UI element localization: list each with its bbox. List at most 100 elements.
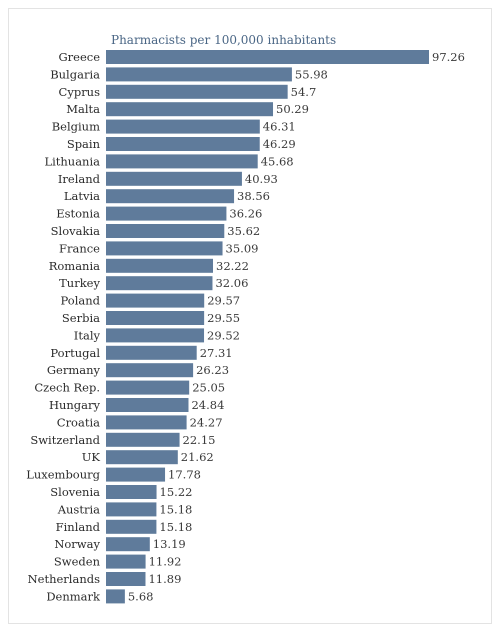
value-label: 45.68	[261, 154, 294, 168]
category-label: France	[59, 241, 100, 255]
category-label: Norway	[54, 537, 100, 551]
value-label: 38.56	[237, 189, 270, 203]
bar	[106, 345, 197, 360]
value-label: 21.62	[181, 450, 214, 464]
bar	[106, 241, 223, 256]
value-label: 50.29	[276, 102, 309, 116]
bar	[106, 537, 150, 552]
value-label: 36.26	[229, 207, 262, 221]
value-label: 22.15	[183, 433, 216, 447]
value-label: 40.93	[245, 172, 278, 186]
bar	[106, 171, 242, 186]
bar	[106, 485, 157, 499]
category-label: Slovenia	[50, 485, 100, 499]
category-label: Sweden	[54, 555, 101, 569]
value-label: 54.7	[291, 85, 317, 99]
bar	[106, 572, 146, 586]
value-label: 25.05	[192, 381, 225, 395]
category-label: Netherlands	[28, 572, 101, 586]
category-label: Romania	[49, 259, 100, 273]
category-label: Lithuania	[44, 154, 100, 168]
value-label: 29.55	[207, 311, 240, 325]
category-label: UK	[82, 450, 101, 464]
bars-group: Greece 97.26 Bulgaria 55.98 Cyprus 54.7 Malta 5…	[26, 50, 465, 604]
bar	[106, 67, 292, 82]
bar	[106, 363, 194, 378]
category-label: Estonia	[56, 207, 100, 221]
category-label: Slovakia	[51, 224, 100, 238]
category-label: Croatia	[57, 415, 100, 429]
value-label: 5.68	[128, 589, 154, 603]
category-label: Cyprus	[59, 85, 101, 99]
category-label: Poland	[61, 294, 101, 308]
category-label: Spain	[67, 137, 101, 151]
value-label: 97.26	[432, 50, 465, 64]
value-label: 17.78	[168, 468, 201, 482]
value-label: 32.06	[215, 276, 248, 290]
bar	[106, 137, 260, 151]
value-label: 29.57	[207, 294, 240, 308]
bar	[106, 589, 125, 604]
value-label: 27.31	[200, 346, 233, 360]
bar	[106, 432, 180, 447]
bar	[106, 102, 274, 117]
category-label: Czech Rep.	[34, 381, 100, 395]
value-label: 11.92	[149, 555, 182, 569]
category-label: Denmark	[46, 589, 101, 603]
value-label: 15.18	[159, 502, 192, 516]
bar	[106, 502, 157, 517]
value-label: 13.19	[153, 537, 186, 551]
bar	[106, 311, 205, 325]
chart-title: Pharmacists per 100,000 inhabitants	[111, 33, 336, 47]
bar	[106, 380, 190, 395]
value-label: 32.22	[216, 259, 249, 273]
bar	[106, 467, 166, 482]
category-label: Luxembourg	[26, 468, 100, 482]
category-label: Latvia	[64, 189, 100, 203]
value-label: 11.89	[148, 572, 181, 586]
category-label: Austria	[57, 502, 100, 516]
bar	[106, 154, 258, 169]
category-label: Bulgaria	[50, 67, 100, 81]
category-label: Belgium	[52, 120, 100, 134]
bar	[106, 84, 288, 99]
bar	[106, 293, 205, 308]
bar	[106, 519, 157, 534]
category-label: Germany	[47, 363, 101, 377]
value-label: 15.22	[160, 485, 193, 499]
value-label: 29.52	[207, 328, 240, 342]
bar	[106, 50, 429, 64]
bar	[106, 328, 205, 343]
value-label: 24.84	[191, 398, 224, 412]
bar	[106, 398, 189, 412]
bar	[106, 258, 214, 273]
bar	[106, 554, 146, 569]
bar	[106, 224, 225, 238]
bar	[106, 276, 213, 291]
value-label: 15.18	[159, 520, 192, 534]
category-label: Ireland	[58, 172, 101, 186]
value-label: 24.27	[190, 415, 223, 429]
category-label: Hungary	[49, 398, 101, 412]
value-label: 46.29	[263, 137, 296, 151]
category-label: Italy	[74, 328, 101, 342]
value-label: 35.62	[227, 224, 260, 238]
category-label: Turkey	[59, 276, 100, 290]
value-label: 35.09	[226, 241, 259, 255]
bar	[106, 450, 178, 465]
value-label: 46.31	[263, 120, 296, 134]
bar	[106, 415, 187, 430]
bar	[106, 189, 235, 204]
category-label: Portugal	[50, 346, 100, 360]
value-label: 26.23	[196, 363, 229, 377]
category-label: Serbia	[62, 311, 100, 325]
value-label: 55.98	[295, 67, 328, 81]
bar	[106, 119, 260, 134]
bar	[106, 206, 227, 221]
category-label: Malta	[66, 102, 100, 116]
category-label: Switzerland	[30, 433, 100, 447]
category-label: Finland	[56, 520, 101, 534]
category-label: Greece	[58, 50, 100, 64]
